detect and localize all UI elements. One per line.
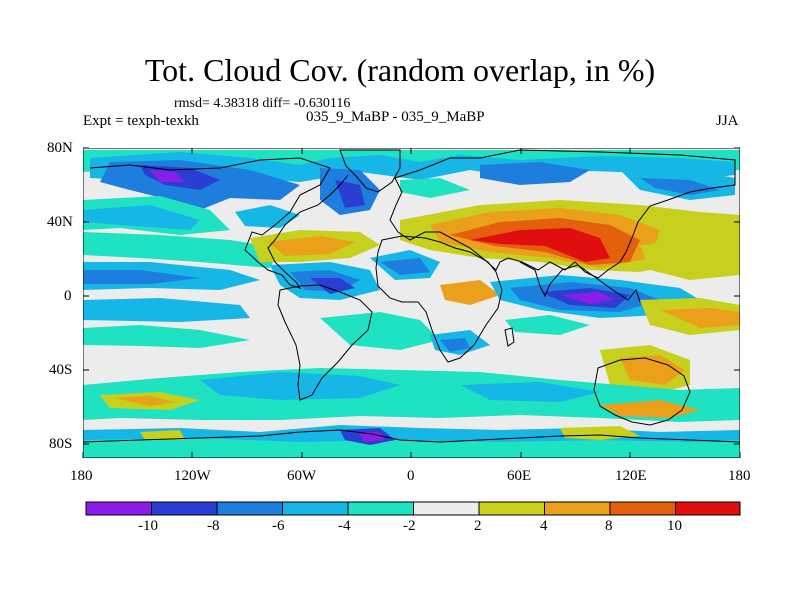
lat-tick-label: 40S	[49, 362, 73, 378]
colorbar-bin	[347, 501, 414, 516]
colorbar-bin	[151, 501, 218, 516]
lon-tick-label: 180	[728, 468, 751, 484]
colorbar-bin	[478, 501, 545, 516]
colorbar-label: 2	[474, 518, 482, 534]
cloud-cover-difference-field	[83, 148, 740, 458]
lon-tick-label: 60E	[507, 468, 532, 484]
colorbar-label: 4	[540, 518, 548, 534]
colorbar-label: -4	[338, 518, 351, 534]
stats-label: rmsd= 4.38318 diff= -0.630116	[174, 96, 351, 111]
colorbar-label: -2	[403, 518, 416, 534]
colorbar-label: 10	[667, 518, 682, 534]
lon-tick-label: 180	[70, 468, 93, 484]
experiment-label: Expt = texph-texkh	[83, 113, 199, 129]
lon-tick-label: 60W	[287, 468, 317, 484]
lat-tick-label: 40N	[47, 214, 73, 230]
lon-tick-label: 120E	[615, 468, 647, 484]
colorbar-bin	[413, 501, 480, 516]
season-label: JJA	[716, 113, 739, 129]
colorbar-bin	[282, 501, 349, 516]
lat-tick-label: 80S	[49, 436, 73, 452]
colorbar-bin	[544, 501, 611, 516]
case-name-label: 035_9_MaBP - 035_9_MaBP	[306, 109, 485, 125]
colorbar-bin	[609, 501, 676, 516]
colorbar-bin	[675, 501, 741, 516]
axis-ticks	[82, 147, 741, 458]
lon-tick-label: 0	[407, 468, 415, 484]
colorbar-bin	[85, 501, 152, 516]
colorbar-label: -8	[207, 518, 220, 534]
lat-tick-label: 0	[64, 288, 72, 304]
colorbar-label: 8	[605, 518, 613, 534]
colorbar	[85, 501, 741, 516]
figure-title: Tot. Cloud Cov. (random overlap, in %)	[144, 52, 656, 88]
lat-tick-label: 80N	[47, 140, 73, 156]
colorbar-label: -6	[272, 518, 285, 534]
lon-tick-label: 120W	[174, 468, 211, 484]
colorbar-label: -10	[138, 518, 158, 534]
colorbar-bin	[216, 501, 283, 516]
